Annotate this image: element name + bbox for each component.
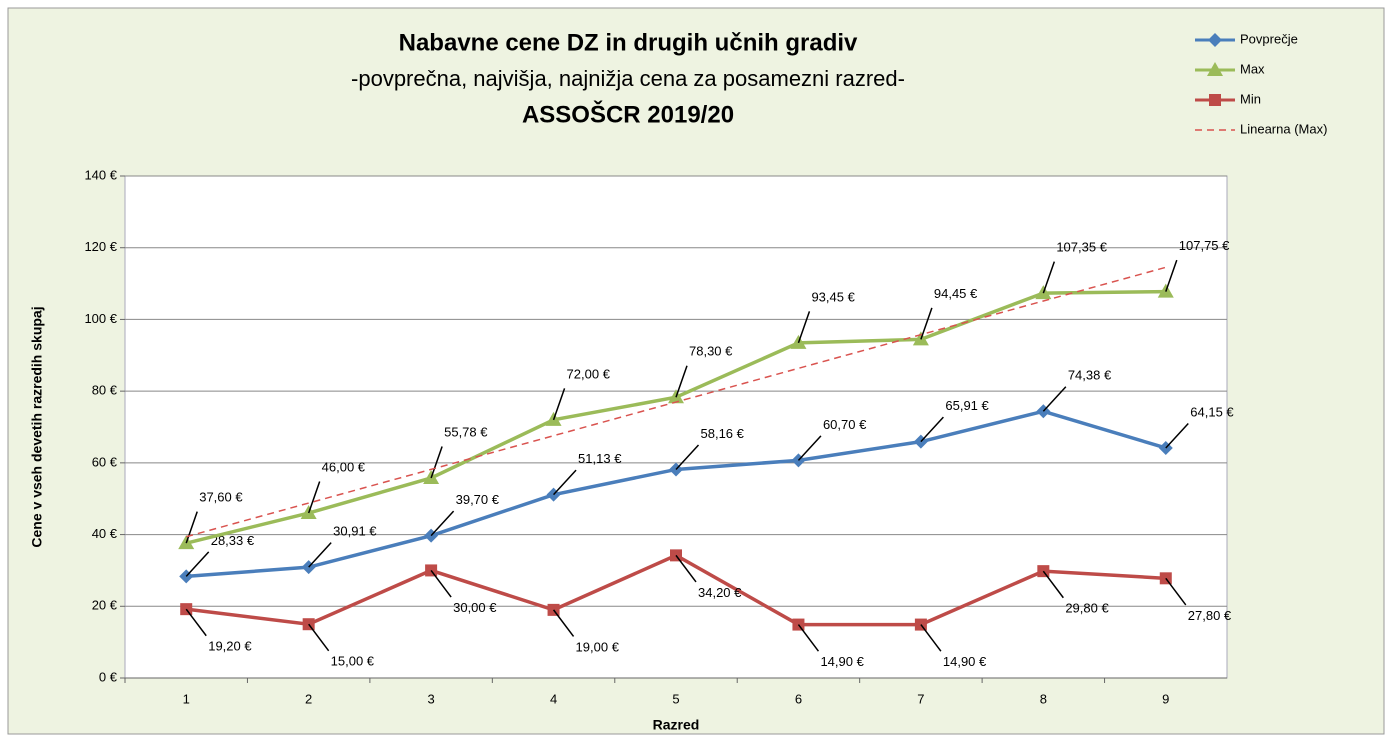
- leader-line: [185, 511, 198, 544]
- leader-line: [797, 311, 811, 344]
- marker: [1207, 62, 1223, 76]
- data-label: 15,00 €: [331, 654, 375, 669]
- data-label: 74,38 €: [1068, 368, 1112, 383]
- leader-line: [920, 416, 944, 443]
- data-label: 19,20 €: [208, 639, 252, 654]
- leader-line: [308, 542, 332, 568]
- y-tick-label: 60 €: [92, 454, 118, 469]
- data-label: 72,00 €: [567, 366, 611, 381]
- x-tick-label: 8: [1040, 691, 1047, 706]
- leader-line: [552, 388, 566, 421]
- data-label: 65,91 €: [945, 398, 989, 413]
- x-axis-label: Razred: [653, 717, 700, 733]
- leader-line: [797, 624, 820, 652]
- leader-line: [1042, 261, 1056, 294]
- y-tick-label: 20 €: [92, 598, 118, 613]
- data-label: 64,15 €: [1190, 404, 1234, 419]
- y-tick-label: 140 €: [84, 167, 117, 182]
- data-label: 107,35 €: [1056, 240, 1107, 255]
- leader-line: [1165, 577, 1187, 606]
- leader-line: [675, 444, 700, 470]
- data-label: 94,45 €: [934, 286, 978, 301]
- x-tick-label: 4: [550, 691, 557, 706]
- data-label: 60,70 €: [823, 417, 867, 432]
- data-label: 37,60 €: [199, 490, 243, 505]
- leader-line: [675, 365, 688, 398]
- x-tick-label: 6: [795, 691, 802, 706]
- legend-label: Povprečje: [1240, 31, 1298, 46]
- data-label: 93,45 €: [811, 289, 855, 304]
- data-label: 14,90 €: [943, 654, 987, 669]
- marker: [1208, 33, 1222, 47]
- data-label: 78,30 €: [689, 344, 733, 359]
- marker: [1209, 94, 1221, 106]
- leader-line: [797, 435, 822, 461]
- x-tick-label: 7: [917, 691, 924, 706]
- leader-line: [430, 446, 443, 479]
- chart-subtitle: ASSOŠCR 2019/20: [522, 100, 734, 128]
- leader-line: [1165, 422, 1189, 449]
- data-label: 107,75 €: [1179, 238, 1230, 253]
- leader-line: [552, 609, 575, 637]
- leader-line: [920, 307, 933, 340]
- plot-area: [124, 175, 1228, 679]
- y-tick-label: 40 €: [92, 526, 118, 541]
- y-axis-label: Cene v vseh devetih razredih skupaj: [29, 306, 45, 547]
- data-label: 14,90 €: [820, 654, 864, 669]
- leader-line: [675, 554, 697, 583]
- legend-label: Max: [1240, 61, 1265, 76]
- data-label: 46,00 €: [322, 459, 366, 474]
- data-label: 29,80 €: [1065, 601, 1109, 616]
- x-tick-label: 5: [672, 691, 679, 706]
- legend-label: Linearna (Max): [1240, 121, 1327, 136]
- leader-line: [1042, 570, 1064, 599]
- leader-line: [430, 569, 452, 598]
- x-tick-label: 3: [427, 691, 434, 706]
- leader-line: [307, 481, 321, 514]
- data-label: 51,13 €: [578, 451, 622, 466]
- leader-line: [308, 623, 330, 652]
- data-label: 58,16 €: [701, 426, 745, 441]
- leader-line: [1165, 259, 1178, 292]
- y-tick-label: 80 €: [92, 383, 118, 398]
- x-tick-label: 2: [305, 691, 312, 706]
- data-label: 55,78 €: [444, 424, 488, 439]
- data-label: 28,33 €: [211, 533, 255, 548]
- data-label: 27,80 €: [1188, 608, 1232, 623]
- leader-line: [1042, 386, 1067, 412]
- data-label: 30,91 €: [333, 524, 377, 539]
- trend-line: [186, 266, 1166, 538]
- chart-subtitle: -povprečna, najvišja, najnižja cena za p…: [351, 66, 905, 91]
- data-label: 30,00 €: [453, 600, 497, 615]
- x-tick-label: 1: [183, 691, 190, 706]
- y-tick-label: 100 €: [84, 311, 117, 326]
- chart-title: Nabavne cene DZ in drugih učnih gradiv: [399, 29, 858, 56]
- leader-line: [185, 551, 210, 577]
- data-label: 39,70 €: [456, 492, 500, 507]
- y-tick-label: 0 €: [99, 669, 118, 684]
- leader-line: [185, 608, 207, 637]
- x-tick-label: 9: [1162, 691, 1169, 706]
- legend-label: Min: [1240, 91, 1261, 106]
- data-label: 34,20 €: [698, 585, 742, 600]
- leader-line: [430, 510, 455, 537]
- data-label: 19,00 €: [576, 639, 620, 654]
- leader-line: [553, 469, 577, 496]
- y-tick-label: 120 €: [84, 239, 117, 254]
- leader-line: [920, 624, 942, 652]
